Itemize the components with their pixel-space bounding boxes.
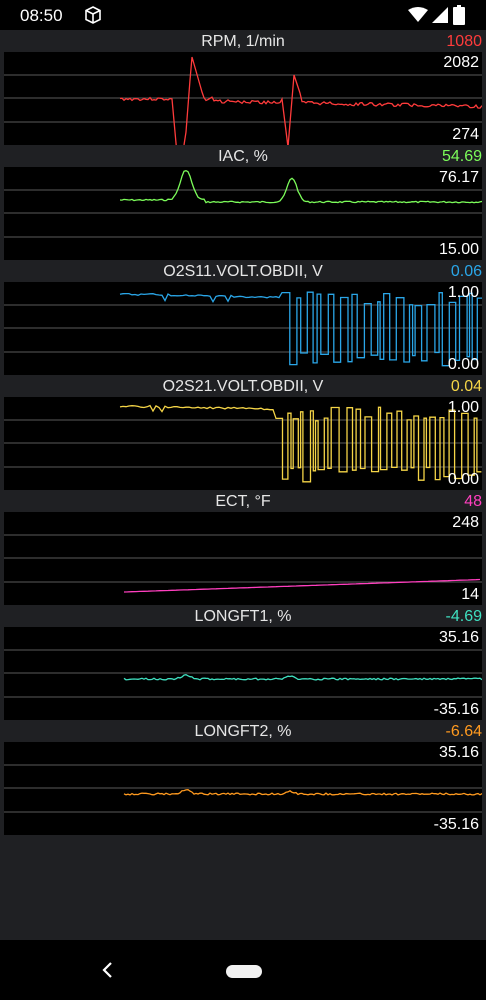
current-value: 0.04 (450, 378, 482, 395)
iac-graph[interactable]: 76.17 15.00 (4, 167, 482, 260)
trace-line (123, 674, 482, 681)
current-value: 54.69 (441, 148, 482, 165)
current-value: -4.69 (445, 608, 482, 625)
max-value: 248 (452, 514, 479, 531)
trace-line (119, 56, 482, 145)
current-value: 1080 (446, 33, 482, 50)
max-value: 2082 (443, 54, 479, 71)
min-value: 0.00 (447, 471, 479, 488)
panel-label: IAC, % (218, 148, 268, 165)
trace-line (119, 170, 482, 204)
max-value: 1.00 (447, 399, 479, 416)
max-value: 76.17 (438, 169, 479, 186)
longft1-graph[interactable]: 35.16 -35.16 (4, 627, 482, 720)
panel-label: O2S11.VOLT.OBDII, V (163, 263, 323, 280)
panel-label: ECT, °F (215, 493, 271, 510)
min-value: -35.16 (433, 816, 479, 833)
longft2-graph[interactable]: 35.16 -35.16 (4, 742, 482, 835)
min-value: 274 (452, 126, 479, 143)
min-value: 0.00 (447, 356, 479, 373)
home-pill[interactable] (226, 965, 262, 978)
box-icon (85, 6, 101, 24)
panel-label: O2S21.VOLT.OBDII, V (162, 378, 324, 395)
trace-line (123, 789, 482, 796)
min-value: 14 (461, 586, 479, 603)
max-value: 1.00 (447, 284, 479, 301)
back-chevron-icon[interactable] (98, 959, 118, 981)
signal-icon (432, 7, 448, 23)
status-time: 08:50 (20, 6, 63, 25)
wifi-icon (408, 7, 428, 22)
graph-canvas (4, 534, 482, 593)
battery-icon (453, 5, 465, 25)
min-value: 15.00 (438, 241, 479, 258)
graph-canvas (4, 291, 482, 367)
current-value: 0.06 (450, 263, 482, 280)
graph-canvas (4, 649, 482, 698)
panel-label: LONGFT2, % (194, 723, 292, 740)
trace-line (119, 404, 482, 483)
ect-graph[interactable]: 248 14 (4, 512, 482, 605)
current-value: 48 (464, 493, 482, 510)
iac-panel: IAC, % 54.69 76.17 15.00 (0, 145, 486, 260)
trace-line (123, 578, 481, 593)
ect-panel: ECT, °F 48 248 14 (0, 490, 486, 605)
panel-label: RPM, 1/min (201, 33, 285, 50)
o2s21-graph[interactable]: 1.00 0.00 (4, 397, 482, 490)
o2s11-graph[interactable]: 1.00 0.00 (4, 282, 482, 375)
graph-canvas (4, 56, 482, 145)
status-bar: 08:50 (0, 0, 486, 30)
rpm-graph[interactable]: 2082 274 (4, 52, 482, 145)
longft1-panel: LONGFT1, % -4.69 35.16 -35.16 (0, 605, 486, 720)
min-value: -35.16 (433, 701, 479, 718)
current-value: -6.64 (445, 723, 482, 740)
o2s21-panel: O2S21.VOLT.OBDII, V 0.04 1.00 0.00 (0, 375, 486, 490)
max-value: 35.16 (438, 744, 479, 761)
panel-label: LONGFT1, % (194, 608, 292, 625)
rpm-panel: RPM, 1/min 1080 2082 274 (0, 30, 486, 145)
max-value: 35.16 (438, 629, 479, 646)
graph-canvas (4, 764, 482, 813)
graph-canvas (4, 404, 482, 483)
o2s11-panel: O2S11.VOLT.OBDII, V 0.06 1.00 0.00 (0, 260, 486, 375)
graph-canvas (4, 170, 482, 238)
longft2-panel: LONGFT2, % -6.64 35.16 -35.16 (0, 720, 486, 835)
trace-line (119, 291, 482, 367)
